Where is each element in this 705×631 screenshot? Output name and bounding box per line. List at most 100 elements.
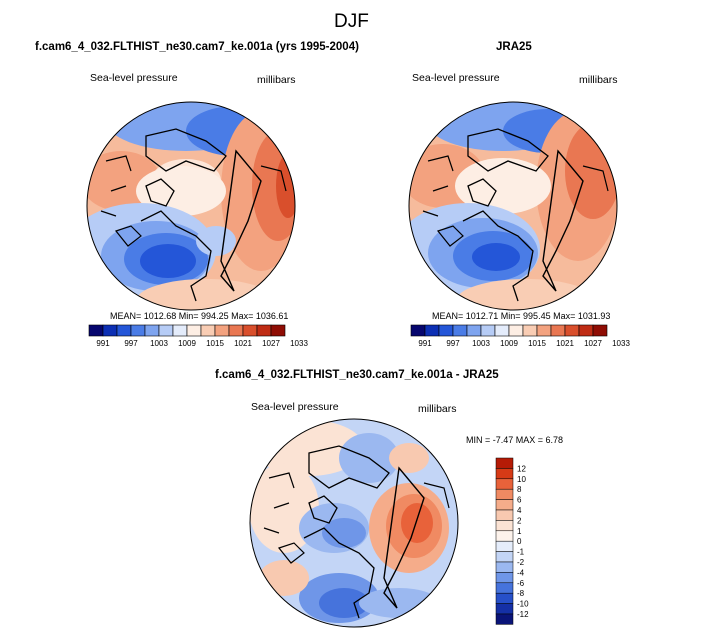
page-title: DJF	[334, 11, 369, 32]
colorbar-tick-label: 1015	[528, 339, 546, 348]
right-variable-label: Sea-level pressure	[412, 72, 500, 84]
colorbar-tick-label: 1027	[584, 339, 602, 348]
right-colorbar-labels: 991 997 1003 1009 1015 1021 1027 1033	[418, 339, 630, 348]
diff-colorbar-box	[495, 582, 514, 594]
colorbar-box	[536, 324, 552, 337]
colorbar-box	[102, 324, 118, 337]
left-panel-title: f.cam6_4_032.FLTHIST_ne30.cam7_ke.001a (…	[35, 41, 359, 53]
colorbar-tick-label: 1003	[150, 339, 168, 348]
diff-colorbar-tick-label: 8	[517, 485, 522, 494]
colorbar-tick-label: 991	[96, 339, 110, 348]
colorbar-tick-label: 1009	[178, 339, 196, 348]
diff-colorbar-box	[495, 561, 514, 573]
left-stats: MEAN= 1012.68 Min= 994.25 Max= 1036.61	[110, 311, 289, 321]
colorbar-box	[144, 324, 160, 337]
diff-units-label: millibars	[418, 403, 457, 415]
right-colorbar-boxes	[410, 324, 608, 337]
diff-colorbar-box	[495, 468, 514, 480]
colorbar-box	[242, 324, 258, 337]
diff-colorbar-tick-label: -2	[517, 558, 525, 567]
diff-colorbar-tick-label: -6	[517, 579, 525, 588]
colorbar-box	[200, 324, 216, 337]
left-colorbar-boxes	[88, 324, 286, 337]
colorbar-tick-label: 1009	[500, 339, 518, 348]
colorbar-box	[410, 324, 426, 337]
diff-colorbar-box	[495, 592, 514, 604]
colorbar-tick-label: 1027	[262, 339, 280, 348]
left-map-field	[87, 102, 295, 310]
right-colorbar: 991 997 1003 1009 1015 1021 1027 1033	[410, 324, 630, 348]
colorbar-box	[550, 324, 566, 337]
colorbar-tick-label: 991	[418, 339, 432, 348]
colorbar-box	[256, 324, 272, 337]
colorbar-box	[508, 324, 524, 337]
diff-colorbar-box	[495, 478, 514, 490]
right-polar-map	[408, 101, 618, 311]
colorbar-box	[522, 324, 538, 337]
diff-variable-label: Sea-level pressure	[251, 401, 339, 413]
colorbar-box	[494, 324, 510, 337]
diff-colorbar-tick-label: 2	[517, 516, 522, 525]
colorbar-box	[578, 324, 594, 337]
right-map-field	[409, 102, 617, 310]
colorbar-box	[452, 324, 468, 337]
colorbar-box	[88, 324, 104, 337]
left-colorbar: 991 997 1003 1009 1015 1021 1027 1033	[88, 324, 308, 348]
colorbar-tick-label: 1021	[234, 339, 252, 348]
colorbar-box	[214, 324, 230, 337]
colorbar-box	[466, 324, 482, 337]
left-polar-map	[86, 101, 296, 311]
colorbar-box	[130, 324, 146, 337]
colorbar-box	[438, 324, 454, 337]
right-stats: MEAN= 1012.71 Min= 995.45 Max= 1031.93	[432, 311, 611, 321]
colorbar-tick-label: 1003	[472, 339, 490, 348]
colorbar-box	[116, 324, 132, 337]
diff-colorbar-tick-label: -4	[517, 568, 525, 577]
diff-colorbar-tick-label: -1	[517, 548, 525, 557]
colorbar-tick-label: 1033	[290, 339, 308, 348]
diff-colorbar-box	[495, 540, 514, 552]
colorbar-box	[270, 324, 286, 337]
diff-stats: MIN = -7.47 MAX = 6.78	[466, 435, 564, 445]
diff-colorbar-tick-label: -8	[517, 589, 525, 598]
colorbar-box	[158, 324, 174, 337]
diff-colorbar-box	[495, 572, 514, 584]
diff-colorbar-box	[495, 488, 514, 500]
colorbar-box	[172, 324, 188, 337]
diff-colorbar-box	[495, 613, 514, 625]
diff-colorbar-box	[495, 509, 514, 521]
diff-colorbar-tick-label: 10	[517, 475, 526, 484]
left-units-label: millibars	[257, 74, 296, 86]
diff-colorbar-tick-label: -12	[517, 610, 529, 619]
colorbar-tick-label: 997	[124, 339, 138, 348]
diff-colorbar-box	[495, 520, 514, 532]
colorbar-box	[424, 324, 440, 337]
diff-colorbar-box	[495, 530, 514, 542]
colorbar-tick-label: 1021	[556, 339, 574, 348]
diff-colorbar-tick-label: 1	[517, 527, 522, 536]
colorbar-box	[480, 324, 496, 337]
diff-colorbar-boxes	[495, 457, 514, 625]
diff-colorbar-box	[495, 551, 514, 563]
diff-map-field	[250, 419, 458, 627]
diff-panel-title: f.cam6_4_032.FLTHIST_ne30.cam7_ke.001a -…	[215, 369, 499, 381]
diff-colorbar-tick-label: 6	[517, 496, 522, 505]
colorbar-box	[592, 324, 608, 337]
colorbar-box	[228, 324, 244, 337]
diff-colorbar-box	[495, 499, 514, 511]
colorbar-box	[186, 324, 202, 337]
colorbar-tick-label: 1033	[612, 339, 630, 348]
diff-colorbar-box	[495, 603, 514, 615]
left-colorbar-labels: 991 997 1003 1009 1015 1021 1027 1033	[96, 339, 308, 348]
right-panel-title: JRA25	[496, 41, 532, 53]
diff-polar-map	[249, 418, 459, 628]
diff-colorbar-box	[495, 457, 514, 469]
diff-colorbar-tick-label: 0	[517, 537, 522, 546]
right-units-label: millibars	[579, 74, 618, 86]
colorbar-tick-label: 1015	[206, 339, 224, 348]
colorbar-box	[564, 324, 580, 337]
colorbar-tick-label: 997	[446, 339, 460, 348]
diff-colorbar-tick-label: 12	[517, 464, 526, 473]
